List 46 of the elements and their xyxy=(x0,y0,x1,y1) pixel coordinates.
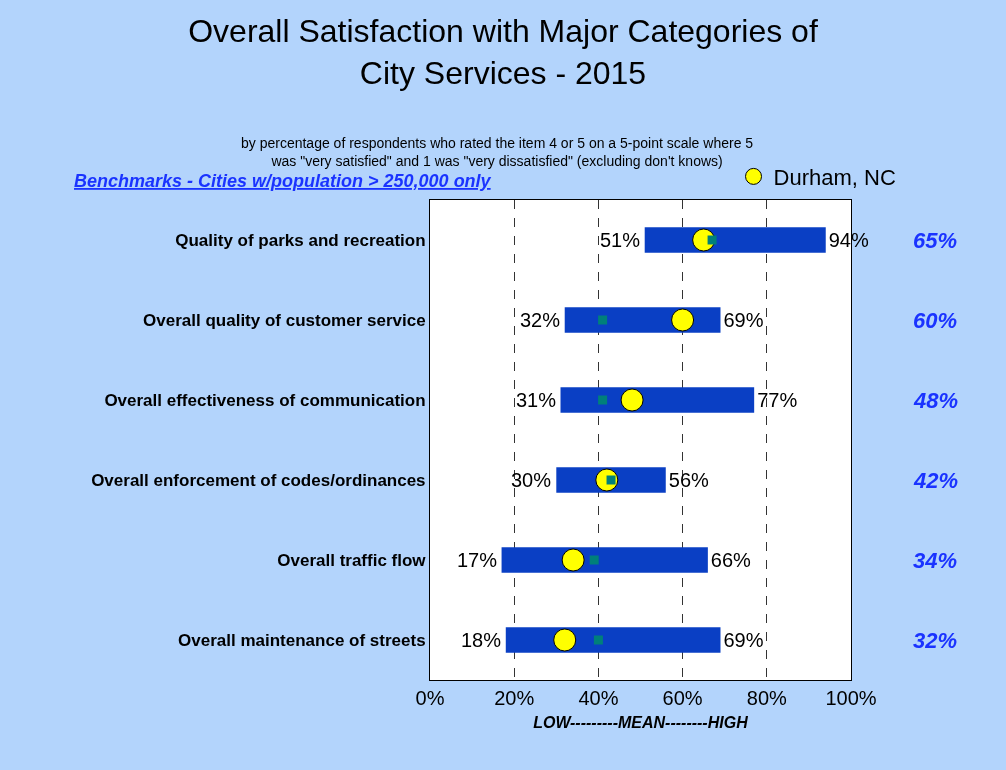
chart-subtitle: by percentage of respondents who rated the item 4 or 5 on a 5-point scale where 5 was "very satisfied" and 1 was "very dissatisfied" (excluding don't knows) xyxy=(241,135,754,170)
y-tick-label: Quality of parks and recreation xyxy=(175,230,426,250)
data-label: 69% xyxy=(723,309,764,331)
data-label: 69% xyxy=(723,629,764,651)
x-tick-label: 100% xyxy=(825,687,877,709)
point xyxy=(671,308,695,332)
x-tick-label: 20% xyxy=(494,687,535,709)
bar xyxy=(644,227,826,253)
data-label: 42% xyxy=(913,468,959,493)
point xyxy=(620,388,644,412)
y-tick-label: Overall traffic flow xyxy=(277,550,427,570)
point xyxy=(598,395,608,405)
legend-label: Durham, NC xyxy=(773,164,896,190)
annotation: 17% xyxy=(457,549,498,571)
point xyxy=(589,555,599,565)
y-tick-label: Overall enforcement of codes/ordinances xyxy=(91,470,426,490)
x-tick-label: 40% xyxy=(578,687,619,709)
annotation: 30% xyxy=(511,469,552,491)
x-axis-title: LOW---------MEAN--------HIGH xyxy=(533,713,749,731)
x-tick-label: 0% xyxy=(415,687,445,709)
annotation: 31% xyxy=(516,389,557,411)
annotation: 32% xyxy=(520,309,561,331)
chart-title: Overall Satisfaction with Major Categories of City Services - 2015 xyxy=(188,13,818,91)
bar xyxy=(505,627,721,653)
data-label: 56% xyxy=(668,469,710,491)
y-tick-label: Overall quality of customer service xyxy=(143,310,426,330)
point xyxy=(707,235,717,245)
y-tick-label: Overall maintenance of streets xyxy=(178,630,426,650)
annotation: 18% xyxy=(461,629,502,651)
point xyxy=(553,628,577,652)
data-label: 77% xyxy=(757,389,798,411)
bar xyxy=(501,547,708,573)
x-tick-label: 80% xyxy=(746,687,788,709)
data-label: 65% xyxy=(913,228,958,253)
annotation: 51% xyxy=(600,229,641,251)
y-tick-label: Overall effectiveness of communication xyxy=(104,390,426,410)
data-label: 34% xyxy=(913,548,958,573)
text: Benchmarks - Cities w/population > 250,000 only xyxy=(74,171,492,191)
data-label: 66% xyxy=(710,549,752,571)
point xyxy=(561,548,585,572)
data-label: 48% xyxy=(913,388,959,413)
x-tick-label: 60% xyxy=(662,687,703,709)
point xyxy=(593,635,603,645)
data-label: 60% xyxy=(913,308,958,333)
data-label: 32% xyxy=(913,628,958,653)
point xyxy=(598,315,608,325)
